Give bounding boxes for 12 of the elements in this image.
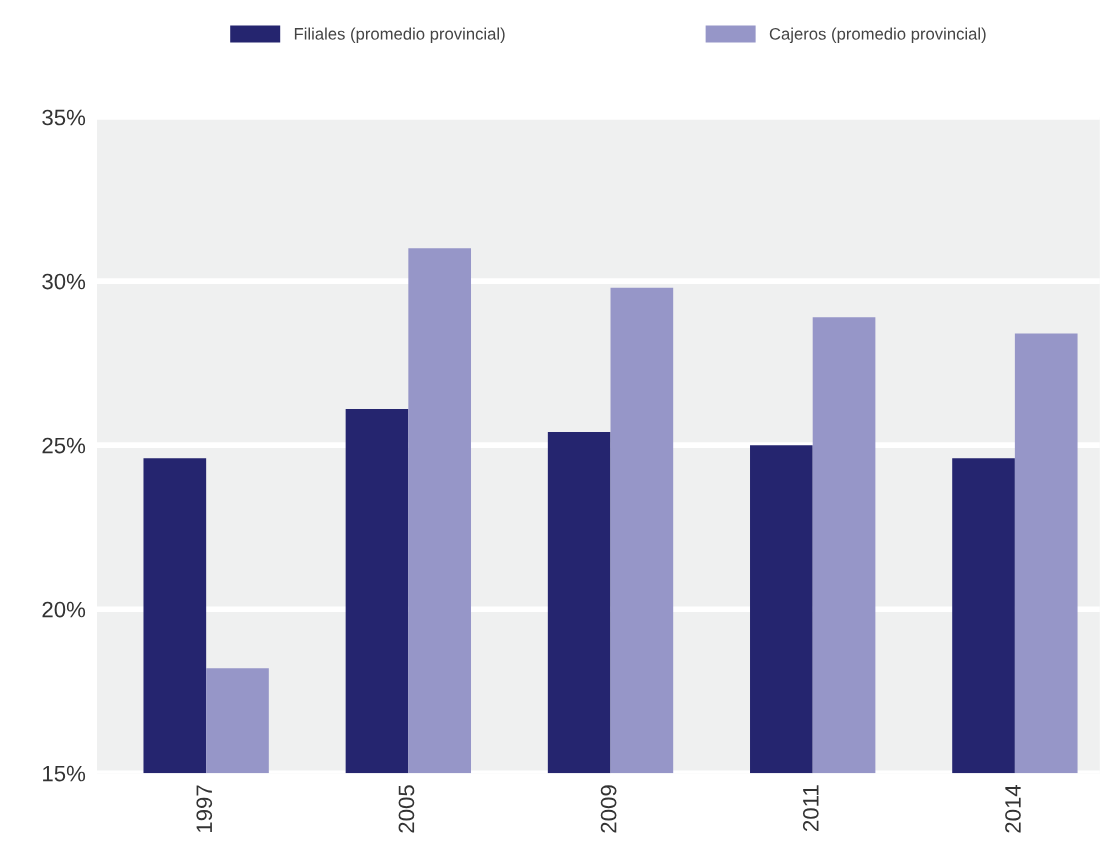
legend-label: Cajeros (promedio provincial)	[769, 27, 986, 44]
x-tick-label: 2011	[802, 785, 819, 831]
y-tick-label: 35%	[42, 109, 86, 126]
y-tick-label: 30%	[42, 273, 86, 290]
x-tick-label: 2009	[600, 785, 617, 833]
x-tick-label: 2014	[1005, 784, 1021, 833]
x-tick-label: 2005	[398, 785, 415, 833]
y-tick-label: 25%	[42, 437, 86, 454]
y-tick-label: 15%	[43, 765, 86, 782]
y-tick-label: 20%	[42, 601, 86, 618]
x-tick-label: 1997	[196, 785, 213, 833]
legend-label: Filiales (promedio provincial)	[294, 27, 505, 44]
